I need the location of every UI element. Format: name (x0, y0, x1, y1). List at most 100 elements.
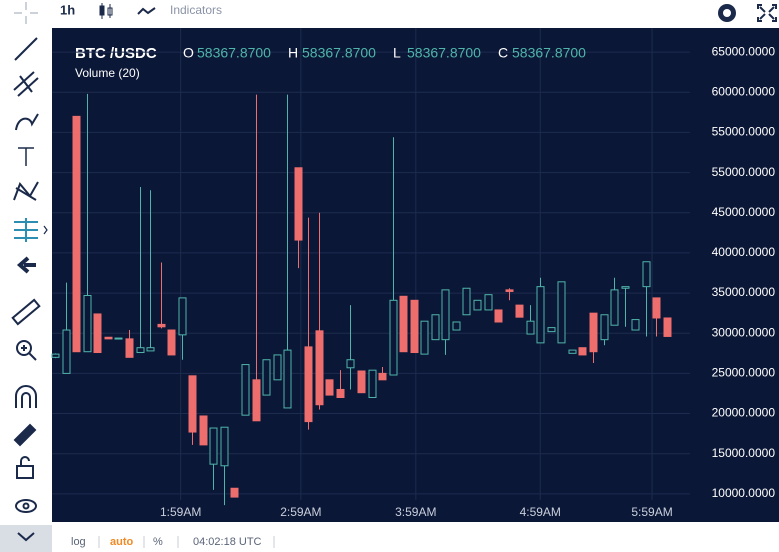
candle-type-icon[interactable] (99, 3, 113, 19)
lock-tool[interactable] (16, 456, 34, 479)
candle-body (51, 353, 60, 358)
fib-tool[interactable] (15, 113, 39, 131)
candle-body (515, 304, 524, 318)
text-tool[interactable] (18, 147, 34, 166)
y-tick-label: 45000.0000 (712, 205, 776, 219)
candle-body (431, 314, 440, 341)
candle-body (93, 313, 102, 354)
ohlc-label: L (393, 45, 401, 61)
magnet-tool[interactable] (15, 385, 37, 408)
candle-body (262, 359, 271, 396)
visibility-tool[interactable] (15, 499, 37, 513)
candle-body (536, 286, 545, 344)
candle-body (325, 379, 334, 396)
fullscreen-icon[interactable] (757, 4, 777, 22)
y-tick-label: 25000.0000 (712, 366, 776, 380)
draw-lock-tool[interactable] (13, 423, 37, 447)
candle-body (389, 299, 398, 376)
candle-body (484, 294, 493, 311)
candle-body (547, 327, 556, 333)
candle-body (357, 370, 366, 394)
candle-body (610, 289, 619, 326)
candle-body (199, 415, 208, 446)
ohlc-value: 58367.8700 (512, 45, 586, 61)
candle-body (188, 375, 197, 433)
candle-body (589, 312, 598, 353)
candle-body (209, 427, 218, 465)
x-tick-label: 1:59AM (160, 505, 201, 519)
candle-body (346, 359, 355, 369)
candle-body (631, 319, 640, 331)
candle-body (494, 309, 503, 323)
zoom-tool[interactable] (16, 340, 37, 361)
log-toggle[interactable]: log (71, 536, 86, 548)
interval-button[interactable]: 1h (60, 2, 75, 17)
candle-body (420, 320, 429, 355)
clock: 04:02:18 UTC (193, 536, 262, 548)
candle-body (157, 323, 166, 328)
candle-body (83, 294, 92, 353)
ruler-tool[interactable] (11, 298, 41, 326)
percent-toggle[interactable]: % (153, 536, 163, 548)
y-tick-label: 30000.0000 (712, 325, 776, 339)
ohlc-label: C (498, 45, 508, 61)
y-tick-label: 60000.0000 (712, 84, 776, 98)
candle-body (62, 329, 71, 374)
footer-separators (98, 536, 275, 548)
candle-body (125, 338, 134, 358)
candle-body (252, 379, 261, 422)
candle-body (167, 329, 176, 356)
candle-body (410, 299, 419, 354)
x-tick-label: 2:59AM (280, 505, 321, 519)
candle-body (663, 317, 672, 337)
x-tick-label: 5:59AM (631, 505, 672, 519)
candle-body (600, 314, 609, 341)
settings-icon[interactable] (718, 4, 736, 22)
candle-body (578, 347, 587, 356)
candle-body (230, 487, 239, 498)
candle-body (452, 321, 461, 331)
y-tick-label: 40000.0000 (712, 245, 776, 259)
candle-body (462, 287, 471, 316)
indicators-button[interactable]: Indicators (170, 3, 222, 17)
candle-body (652, 297, 661, 319)
left-toolbar (11, 37, 48, 513)
parallel-tool[interactable] (13, 71, 39, 97)
candle-body (642, 261, 651, 288)
x-tick-label: 4:59AM (520, 505, 561, 519)
pattern-tool[interactable] (13, 181, 39, 201)
candle-body (378, 372, 387, 381)
y-tick-label: 15000.0000 (712, 446, 776, 460)
candle-body (441, 289, 450, 341)
candle-body (114, 337, 123, 340)
candle-body (526, 320, 535, 335)
auto-toggle[interactable]: auto (110, 536, 134, 548)
ohlc-label: H (288, 45, 298, 61)
collapse-button-bg[interactable] (0, 525, 52, 552)
y-tick-label: 55000.0000 (712, 125, 776, 139)
expand-arrow[interactable] (43, 225, 48, 235)
grid (52, 28, 690, 500)
candle-body (146, 347, 155, 352)
candle-body (178, 297, 187, 336)
back-tool[interactable] (16, 256, 36, 274)
collapse-icon[interactable] (17, 532, 35, 542)
measure-tool[interactable] (14, 218, 38, 242)
trend-line-tool[interactable] (14, 37, 38, 61)
candle-body (72, 115, 81, 353)
candle-body (220, 426, 229, 467)
candle-body (505, 289, 514, 292)
candle-body (315, 330, 324, 406)
candle-body (136, 347, 145, 354)
candle-body (399, 295, 408, 353)
ohlc-value: 58367.8700 (197, 45, 271, 61)
crosshair-icon[interactable] (14, 2, 38, 24)
candle-body (241, 364, 250, 416)
candle-body (304, 346, 313, 423)
line-type-icon[interactable] (137, 7, 156, 15)
y-tick-label: 20000.0000 (712, 406, 776, 420)
candle-body (294, 167, 303, 241)
y-tick-label: 35000.0000 (712, 285, 776, 299)
y-tick-label: 10000.0000 (712, 486, 776, 500)
ohlc-value: 58367.8700 (302, 45, 376, 61)
